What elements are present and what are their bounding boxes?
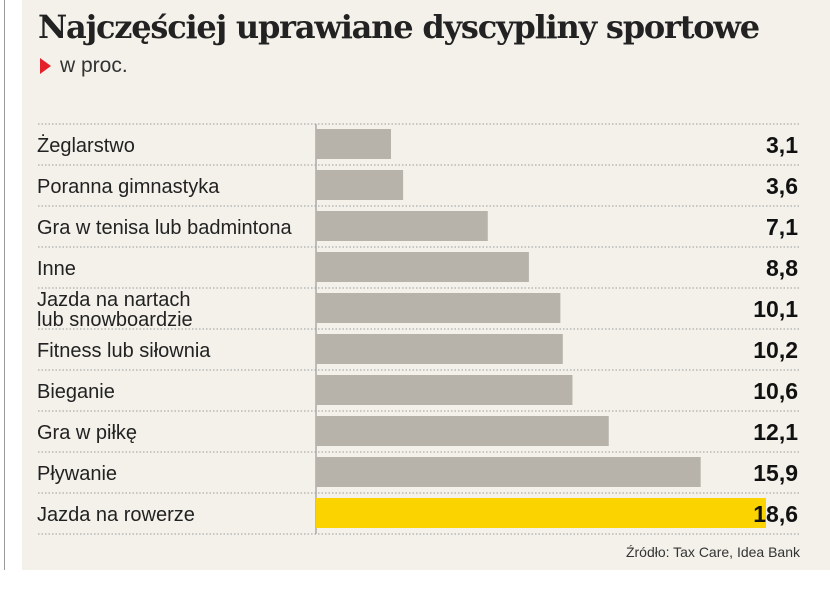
category-label: Bieganie bbox=[37, 381, 115, 403]
value-label: 10,6 bbox=[753, 378, 798, 404]
bar bbox=[316, 375, 573, 405]
category-label: Jazda na rowerze bbox=[37, 504, 195, 526]
bar bbox=[316, 252, 529, 282]
bar bbox=[316, 334, 563, 364]
left-rule bbox=[4, 0, 5, 570]
bar bbox=[316, 211, 488, 241]
value-label: 3,6 bbox=[766, 173, 798, 199]
value-label: 7,1 bbox=[766, 214, 798, 240]
value-label: 3,1 bbox=[766, 132, 798, 158]
chart-title: Najczęściej uprawiane dyscypliny sportow… bbox=[38, 8, 760, 46]
chart-subtitle: w proc. bbox=[40, 54, 128, 78]
category-label: Fitness lub siłownia bbox=[37, 340, 211, 362]
value-label: 10,1 bbox=[753, 296, 798, 322]
source-note: Źródło: Tax Care, Idea Bank bbox=[625, 544, 800, 560]
value-label: 15,9 bbox=[753, 460, 798, 486]
subtitle-text: w proc. bbox=[60, 54, 128, 77]
value-label: 10,2 bbox=[753, 337, 798, 363]
category-label: Inne bbox=[37, 258, 76, 280]
category-label: Gra w piłkę bbox=[37, 422, 137, 444]
bar bbox=[316, 498, 766, 528]
bar bbox=[316, 416, 609, 446]
value-label: 18,6 bbox=[753, 501, 798, 527]
category-label: Jazda na nartach lub snowboardzie bbox=[37, 289, 193, 331]
bar bbox=[316, 293, 561, 323]
category-label: Gra w tenisa lub badmintona bbox=[37, 217, 292, 239]
category-label: Pływanie bbox=[37, 463, 117, 485]
category-label: Poranna gimnastyka bbox=[37, 176, 220, 198]
bar bbox=[316, 457, 701, 487]
value-label: 12,1 bbox=[753, 419, 798, 445]
bar bbox=[316, 170, 404, 200]
bar bbox=[316, 129, 391, 159]
category-label: Żeglarstwo bbox=[37, 134, 135, 157]
value-label: 8,8 bbox=[766, 255, 798, 281]
red-triangle-icon bbox=[40, 58, 51, 74]
